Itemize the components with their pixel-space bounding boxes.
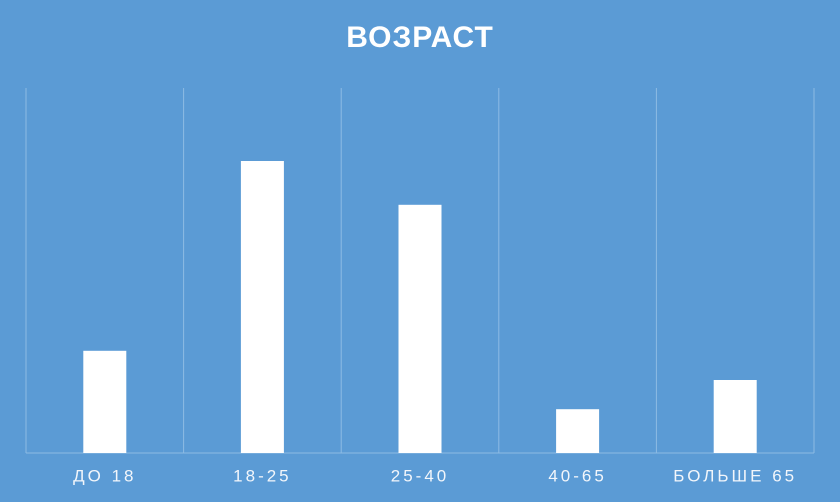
x-tick-label: 40-65	[548, 466, 606, 485]
bar	[398, 204, 442, 453]
bar	[556, 409, 600, 453]
bar	[83, 350, 127, 453]
x-tick-label: ДО 18	[73, 466, 136, 485]
chart-title: ВОЗРАСТ	[346, 21, 494, 54]
bar	[240, 161, 284, 453]
x-tick-label: БОЛЬШЕ 65	[673, 466, 797, 485]
bar	[713, 380, 757, 453]
x-tick-label: 25-40	[391, 466, 449, 485]
x-tick-label: 18-25	[233, 466, 291, 485]
